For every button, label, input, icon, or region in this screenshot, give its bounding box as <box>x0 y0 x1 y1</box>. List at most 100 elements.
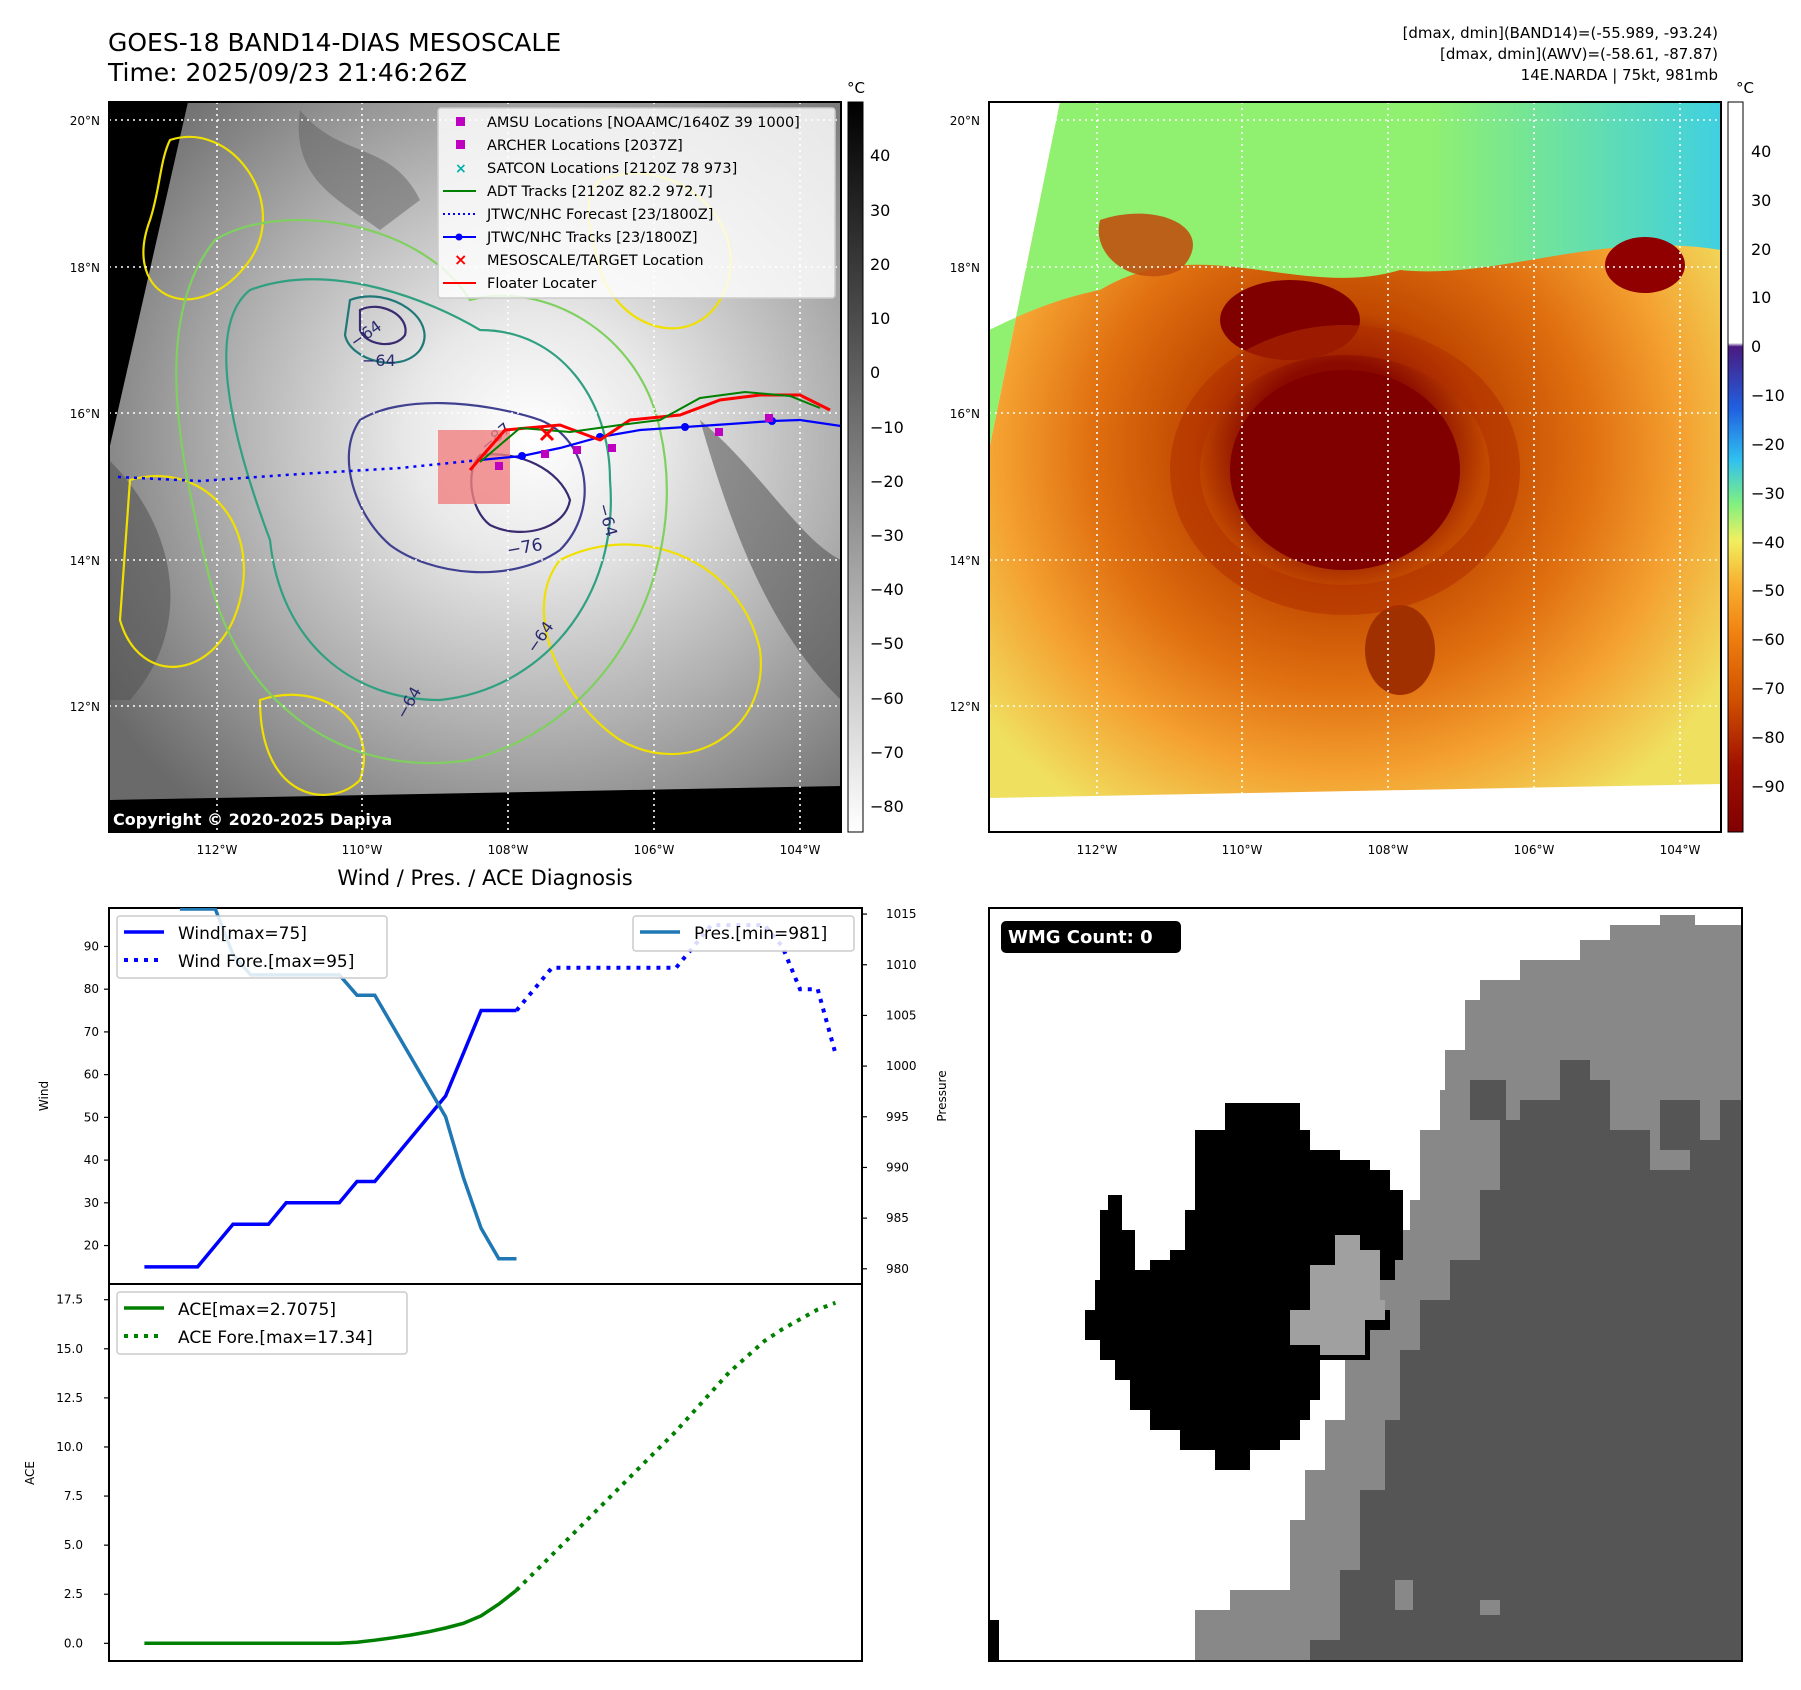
wind-tick-label: 70 <box>84 1025 99 1039</box>
awv-lon-label: 106°W <box>1514 843 1555 857</box>
contour-label: −64 <box>362 351 396 370</box>
legend-forecast: JTWC/NHC Forecast [23/1800Z] <box>486 207 713 223</box>
wind-tick-label: 50 <box>84 1110 99 1124</box>
awv-lat-label: 12°N <box>950 700 980 714</box>
copyright-text: Copyright © 2020-2025 Dapiya <box>113 810 392 829</box>
ace-legend-label: ACE[max=2.7075] <box>178 1300 336 1320</box>
ir-map-panel: Copyright © 2020-2025 Dapiya −64 −64 −76… <box>70 79 904 857</box>
ace-ticks: 0.0 2.5 5.0 7.5 10.0 12.5 15.0 17.5 <box>56 1293 109 1650</box>
title-line-2: Time: 2025/09/23 21:46:26Z <box>107 58 467 87</box>
awv-cbar-tick: −10 <box>1751 386 1785 405</box>
awv-cbar-tick: −80 <box>1751 728 1785 747</box>
awv-colorbar-unit: °C <box>1736 79 1754 97</box>
awv-lon-label: 112°W <box>1077 843 1118 857</box>
pres-legend-label: Pres.[min=981] <box>694 924 827 944</box>
wind-legend: Wind[max=75] Wind Fore.[max=95] <box>116 915 388 979</box>
info-line-3: 14E.NARDA | 75kt, 981mb <box>1521 66 1718 84</box>
ir-lon-label: 108°W <box>488 843 529 857</box>
legend-tracks: JTWC/NHC Tracks [23/1800Z] <box>486 230 698 246</box>
awv-cbar-tick: −90 <box>1751 777 1785 796</box>
wind-tick-label: 40 <box>84 1153 99 1167</box>
info-line-1: [dmax, dmin](BAND14)=(-55.989, -93.24) <box>1403 24 1718 42</box>
wind-tick-label: 90 <box>84 939 99 953</box>
wind-pres-ticks: 20 30 40 50 60 70 80 90 980 985 990 995 1000 1005 1010… <box>84 907 917 1276</box>
ir-cbar-tick: −60 <box>870 689 904 708</box>
ace-tick-label: 0.0 <box>64 1636 83 1650</box>
ir-lat-label: 12°N <box>70 700 100 714</box>
pres-legend: Pres.[min=981] <box>632 915 855 952</box>
ace-tick-label: 17.5 <box>56 1293 83 1307</box>
ir-colorbar-unit: °C <box>847 79 865 97</box>
ir-lat-label: 14°N <box>70 554 100 568</box>
awv-cbar-tick: 40 <box>1751 142 1771 161</box>
ir-cbar-tick: −70 <box>870 743 904 762</box>
ace-legend: ACE[max=2.7075] ACE Fore.[max=17.34] <box>116 1291 408 1355</box>
wind-legend-label: Wind[max=75] <box>178 924 307 944</box>
ir-lon-label: 110°W <box>342 843 383 857</box>
legend-archer: ARCHER Locations [2037Z] <box>487 138 683 154</box>
awv-cbar-tick: 20 <box>1751 240 1771 259</box>
ace-tick-label: 2.5 <box>64 1587 83 1601</box>
wind-axis-label: Wind <box>37 1081 51 1111</box>
ir-cbar-tick: 10 <box>870 309 890 328</box>
pressure-tick-label: 990 <box>886 1160 909 1174</box>
ir-colorbar: °C 40 30 20 10 0 −10 −20 −30 −40 −50 −60… <box>847 79 904 833</box>
title-line-1: GOES-18 BAND14-DIAS MESOSCALE <box>108 28 561 57</box>
wind-tick-label: 30 <box>84 1196 99 1210</box>
ace-tick-label: 15.0 <box>56 1342 83 1356</box>
ir-lat-label: 20°N <box>70 114 100 128</box>
satcon-marker: × <box>455 161 467 177</box>
awv-map-panel: °C 40 30 20 10 0 −10 −20 −30 −40 −50 −60… <box>950 79 1785 857</box>
awv-colorbar: °C 40 30 20 10 0 −10 −20 −30 −40 −50 −60… <box>1727 79 1785 833</box>
legend-amsu: AMSU Locations [NOAAMC/1640Z 39 1000] <box>487 115 800 131</box>
pressure-axis-label: Pressure <box>935 1070 949 1121</box>
wind-tick-label: 60 <box>84 1068 99 1082</box>
ir-lat-label: 16°N <box>70 407 100 421</box>
awv-cbar-tick: −30 <box>1751 484 1785 503</box>
ace-plot: 0.0 2.5 5.0 7.5 10.0 12.5 15.0 17.5 ACE ACE[max… <box>23 1283 863 1662</box>
wind-fore-legend-label: Wind Fore.[max=95] <box>178 952 354 972</box>
ace-tick-label: 5.0 <box>64 1538 83 1552</box>
awv-cbar-tick: −40 <box>1751 533 1785 552</box>
ir-cbar-tick: −40 <box>870 580 904 599</box>
ace-marks <box>144 1300 837 1646</box>
ir-cbar-tick: 40 <box>870 146 890 165</box>
ace-fore-legend-label: ACE Fore.[max=17.34] <box>178 1328 373 1348</box>
pressure-tick-label: 980 <box>886 1262 909 1276</box>
awv-lon-label: 104°W <box>1660 843 1701 857</box>
pressure-tick-label: 1000 <box>886 1059 917 1073</box>
ir-cbar-tick: 30 <box>870 201 890 220</box>
series-line-0 <box>144 1008 517 1269</box>
wind-tick-label: 80 <box>84 982 99 996</box>
ace-series-line-0 <box>144 1588 518 1646</box>
ir-cbar-tick: −20 <box>870 472 904 491</box>
awv-cbar-tick: 10 <box>1751 288 1771 307</box>
awv-lat-label: 14°N <box>950 554 980 568</box>
ace-series-line-1 <box>515 1300 837 1592</box>
info-line-2: [dmax, dmin](AWV)=(-58.61, -87.87) <box>1440 45 1718 63</box>
awv-cbar-tick: 0 <box>1751 337 1761 356</box>
pressure-tick-label: 985 <box>886 1211 909 1225</box>
wind-pres-plot: 20 30 40 50 60 70 80 90 980 985 990 995 1000 1005 1010… <box>37 907 949 1285</box>
awv-cbar-tick: −60 <box>1751 630 1785 649</box>
awv-lon-label: 110°W <box>1222 843 1263 857</box>
awv-cbar-tick: −20 <box>1751 435 1785 454</box>
ir-legend: AMSU Locations [NOAAMC/1640Z 39 1000] AR… <box>437 107 836 299</box>
ace-axis-label: ACE <box>23 1461 37 1485</box>
awv-lon-label: 108°W <box>1368 843 1409 857</box>
ir-cbar-tick: 0 <box>870 363 880 382</box>
pressure-tick-label: 1015 <box>886 907 917 921</box>
wmg-count-label: WMG Count: 0 <box>1008 927 1153 948</box>
target-marker: × <box>454 250 467 269</box>
pressure-tick-label: 1010 <box>886 958 917 972</box>
amsu-marker <box>456 117 465 126</box>
awv-cbar-tick: 30 <box>1751 191 1771 210</box>
ir-lat-label: 18°N <box>70 261 100 275</box>
pressure-tick-label: 995 <box>886 1110 909 1124</box>
legend-floater: Floater Locater <box>487 276 596 292</box>
legend-target: MESOSCALE/TARGET Location <box>487 253 704 269</box>
pressure-tick-label: 1005 <box>886 1008 917 1022</box>
awv-lat-label: 16°N <box>950 407 980 421</box>
legend-satcon: SATCON Locations [2120Z 78 973] <box>487 161 737 177</box>
